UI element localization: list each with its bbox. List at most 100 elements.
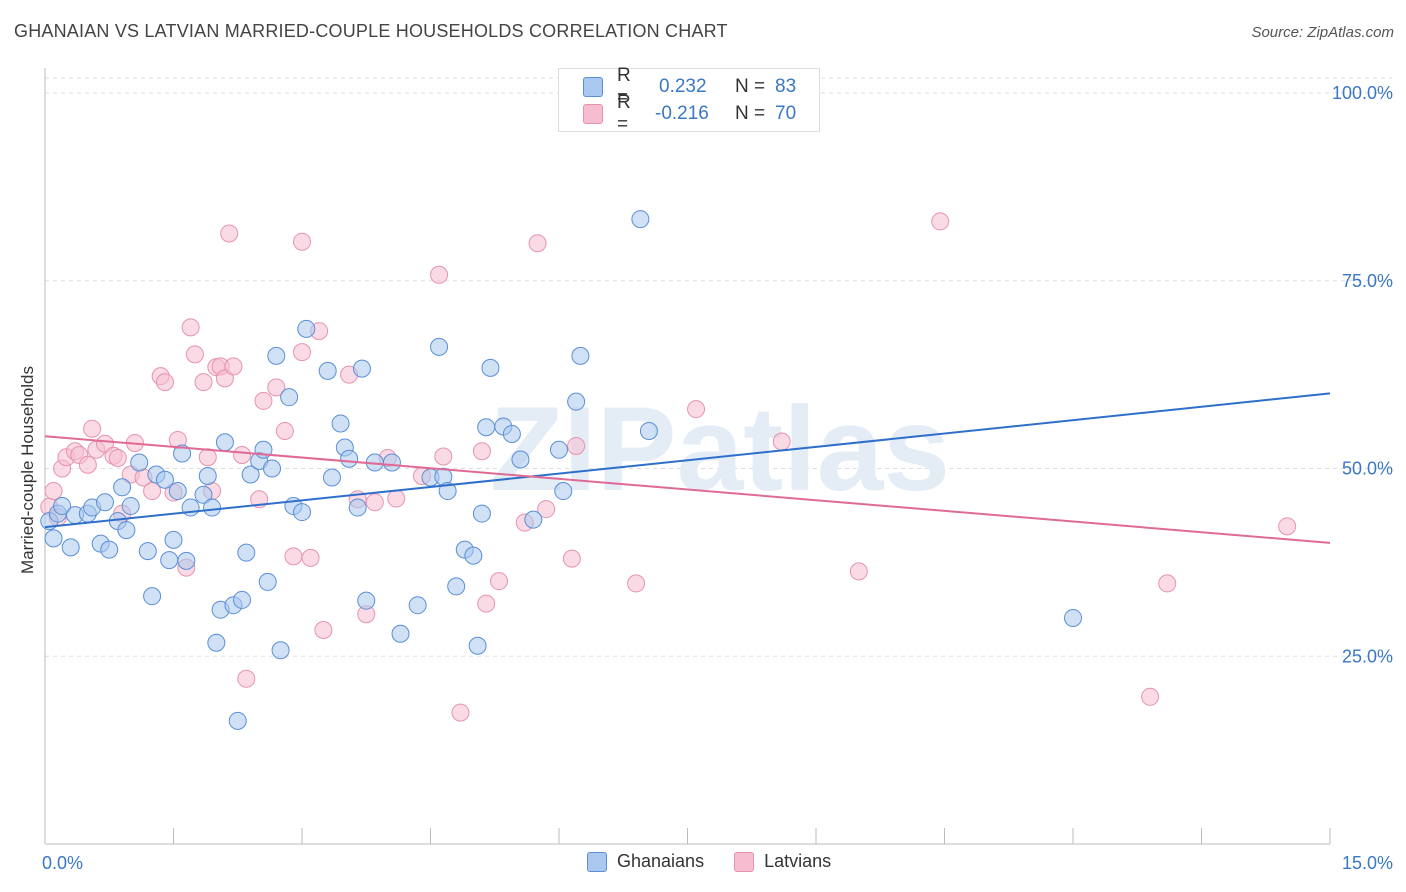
series-legend-ghanaians[interactable]: Ghanaians bbox=[587, 851, 704, 872]
legend-n-value: 83 bbox=[775, 76, 797, 97]
ghanaian-point bbox=[631, 210, 650, 229]
ghanaian-point bbox=[297, 319, 316, 338]
ghanaian-point bbox=[168, 482, 187, 501]
ghanaian-point bbox=[100, 540, 119, 559]
series-legend-latvians[interactable]: Latvians bbox=[734, 851, 831, 872]
ghanaian-point bbox=[113, 478, 132, 497]
ghanaian-point bbox=[271, 641, 290, 660]
ghanaian-point bbox=[391, 624, 410, 643]
ghanaian-point bbox=[472, 504, 491, 523]
latvian-point bbox=[284, 547, 303, 566]
legend-row-ghanaians: R = 0.232 N = 83 bbox=[583, 65, 797, 108]
chart-title: GHANAIAN VS LATVIAN MARRIED-COUPLE HOUSE… bbox=[14, 21, 728, 41]
ghanaian-point bbox=[430, 337, 449, 356]
ghanaian-point bbox=[340, 449, 359, 468]
latvian-point bbox=[143, 482, 162, 501]
legend-swatch-blue bbox=[583, 77, 603, 97]
ghanaian-point bbox=[322, 468, 341, 487]
ghanaian-point bbox=[331, 414, 350, 433]
latvian-point bbox=[314, 620, 333, 639]
latvian-point bbox=[301, 548, 320, 567]
source-label: Source: ZipAtlas.com bbox=[1251, 24, 1394, 41]
latvian-point bbox=[490, 572, 509, 591]
latvian-point bbox=[451, 703, 470, 722]
latvian-point bbox=[233, 445, 252, 464]
latvian-point bbox=[1278, 517, 1297, 536]
x-tick-label: 15.0% bbox=[1342, 853, 1393, 873]
ghanaian-point bbox=[267, 346, 286, 365]
latvian-point bbox=[198, 448, 217, 467]
latvian-point bbox=[194, 373, 213, 392]
ghanaian-point bbox=[194, 485, 213, 504]
ghanaian-point bbox=[203, 498, 222, 517]
axes bbox=[44, 68, 1331, 845]
ghanaian-point bbox=[571, 346, 590, 365]
latvian-point bbox=[267, 378, 286, 397]
tick-labels: 25.0% 50.0% 75.0% 100.0% 0.0% 15.0% bbox=[42, 83, 1393, 873]
latvian-point bbox=[430, 265, 449, 284]
latvian-point bbox=[434, 447, 453, 466]
series-swatch-blue bbox=[587, 851, 607, 872]
ghanaian-point bbox=[438, 482, 457, 501]
latvian-point bbox=[293, 343, 311, 362]
ghanaian-point bbox=[481, 358, 500, 377]
series-label: Ghanaians bbox=[617, 851, 705, 871]
y-tick-label: 75.0% bbox=[1342, 271, 1393, 291]
latvian-point bbox=[627, 574, 646, 593]
latvian-point bbox=[562, 549, 581, 568]
ghanaian-point bbox=[550, 440, 568, 459]
latvian-point bbox=[78, 455, 97, 474]
ghanaian-point bbox=[477, 418, 496, 437]
ghanaian-point bbox=[228, 711, 247, 730]
ghanaian-point bbox=[233, 590, 252, 609]
ghanaian-point bbox=[639, 421, 658, 440]
ghanaian-point bbox=[464, 546, 483, 565]
ghanaian-point bbox=[215, 433, 234, 452]
latvian-point bbox=[275, 421, 294, 440]
latvian-point bbox=[387, 489, 406, 508]
ghanaian-point bbox=[352, 359, 371, 378]
ghanaian-point bbox=[173, 444, 192, 463]
y-axis-label: Married-couple Households bbox=[18, 366, 37, 574]
latvian-point bbox=[254, 391, 273, 410]
legend-r-value: -0.216 bbox=[655, 103, 709, 124]
ghanaian-point bbox=[160, 551, 179, 570]
ghanaian-point bbox=[130, 453, 149, 472]
ghanaian-point bbox=[567, 392, 586, 411]
ghanaian-point bbox=[164, 530, 183, 549]
latvian-point bbox=[108, 448, 127, 467]
latvian-point bbox=[155, 373, 174, 392]
ghanaian-point bbox=[1064, 608, 1082, 627]
ghanaian-point bbox=[241, 465, 260, 484]
ghanaian-point bbox=[524, 510, 543, 529]
ghanaian-point bbox=[61, 538, 80, 557]
ghanaian-point bbox=[263, 459, 282, 478]
ghanaian-point bbox=[511, 450, 530, 469]
ghanaian-point bbox=[207, 633, 226, 652]
ghanaian-point bbox=[198, 467, 217, 486]
ghanaian-point bbox=[318, 361, 337, 380]
ghanaian-point bbox=[468, 636, 487, 655]
ghanaian-point bbox=[155, 470, 174, 489]
ghanaian-point bbox=[293, 503, 311, 522]
y-tick-label: 25.0% bbox=[1342, 646, 1393, 666]
ghanaian-point bbox=[177, 551, 196, 570]
latvian-point bbox=[849, 562, 868, 581]
latvian-point bbox=[44, 482, 63, 501]
latvian-point bbox=[181, 318, 200, 337]
latvian-point bbox=[477, 594, 496, 613]
ghanaian-point bbox=[447, 577, 466, 596]
series-swatch-pink bbox=[734, 851, 755, 872]
ghanaian-point bbox=[121, 497, 140, 516]
legend-row-latvians: R = -0.216 N = 70 bbox=[583, 92, 796, 135]
legend-r-label: R = bbox=[617, 65, 631, 108]
ghanaians-trend-line bbox=[44, 392, 1331, 529]
ghanaian-point bbox=[53, 497, 72, 516]
series-label: Latvians bbox=[764, 851, 832, 871]
ghanaian-point bbox=[143, 587, 162, 606]
latvian-point bbox=[185, 345, 204, 364]
ghanaian-point bbox=[237, 543, 256, 562]
latvian-point bbox=[537, 500, 556, 519]
ghanaian-point bbox=[408, 596, 427, 615]
